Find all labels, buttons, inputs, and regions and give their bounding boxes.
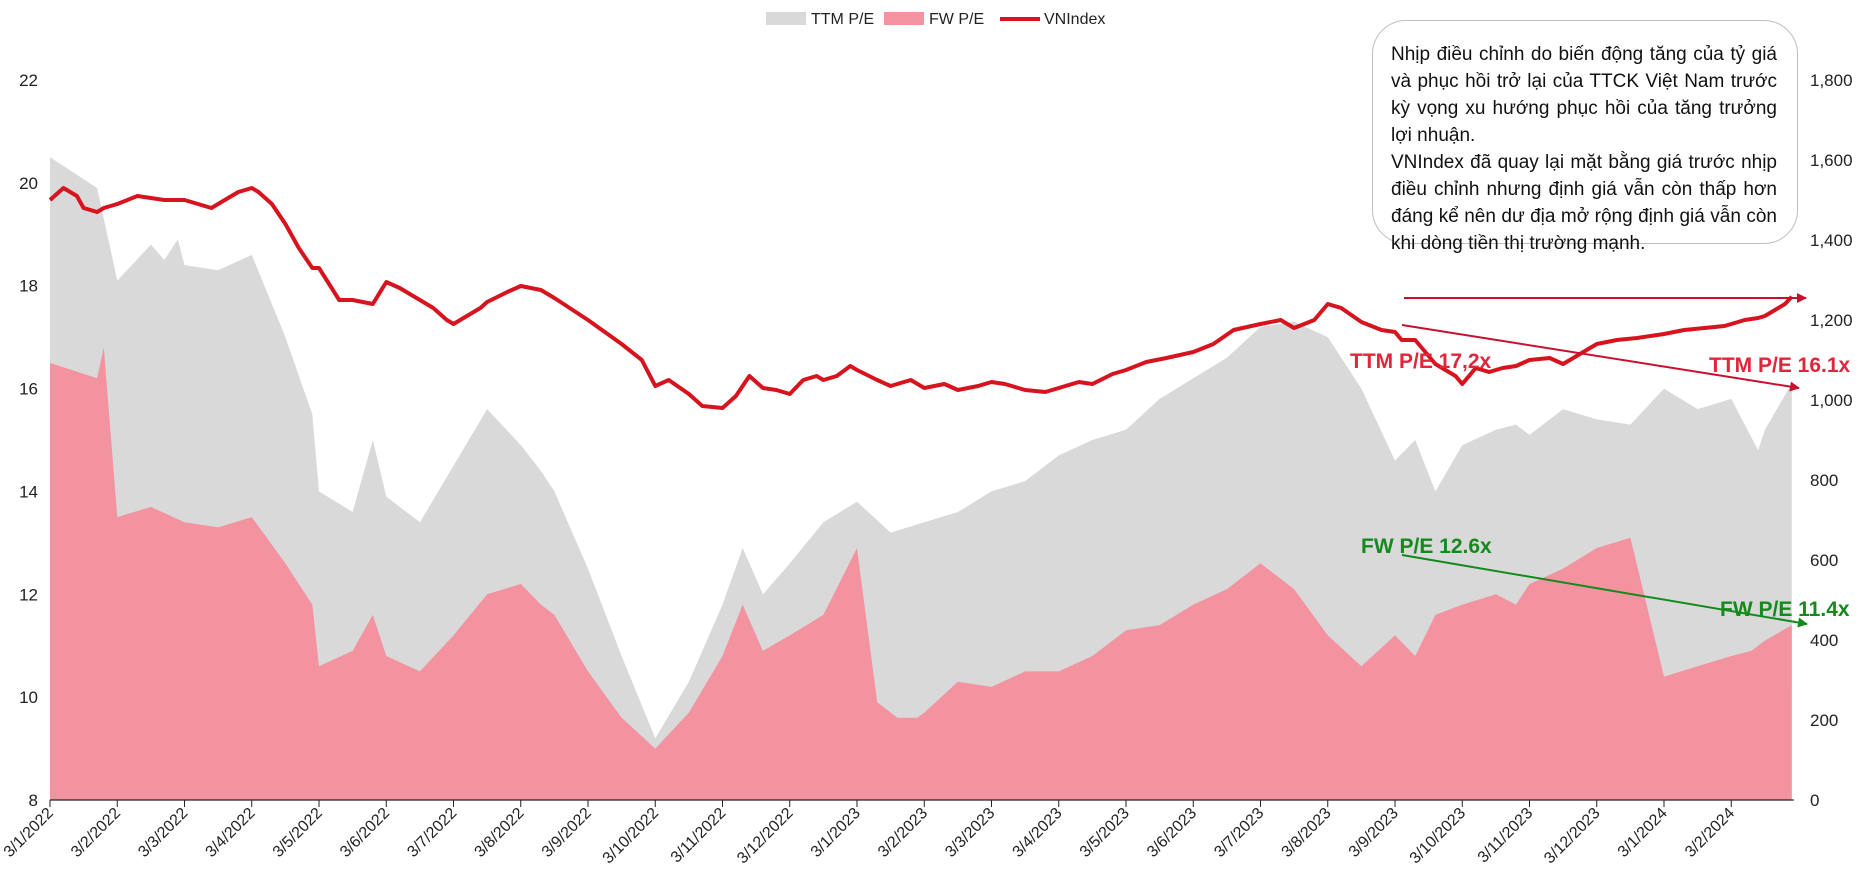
commentary-box: Nhịp điều chỉnh do biến động tăng của tỷ…: [1372, 20, 1798, 254]
anno-fw-start: FW P/E 12.6x: [1361, 535, 1492, 558]
x-tick-label: 3/1/2023: [808, 805, 864, 861]
x-tick-label: 3/7/2023: [1211, 805, 1267, 861]
x-tick-label: 3/1/2024: [1615, 805, 1671, 861]
x-tick-label: 3/10/2023: [1407, 805, 1469, 867]
commentary-paragraph-2: VNIndex đã quay lại mặt bằng giá trước n…: [1391, 152, 1777, 254]
y-right-tick-label: 1,800: [1810, 71, 1853, 90]
y-left-tick-label: 18: [19, 277, 38, 296]
legend-label-fw: FW P/E: [929, 11, 984, 28]
y-right-tick-label: 1,200: [1810, 311, 1853, 330]
y-left-tick-label: 20: [19, 174, 38, 193]
x-tick-label: 3/6/2023: [1144, 805, 1200, 861]
x-tick-label: 3/12/2022: [734, 805, 796, 867]
ttm-trend-arrow: [1401, 324, 1800, 392]
legend-swatch-fw: [884, 12, 924, 25]
legend: TTM P/E FW P/E VNIndex: [766, 11, 1105, 28]
legend-label-ttm: TTM P/E: [811, 11, 874, 28]
x-tick-label: 3/9/2023: [1346, 805, 1402, 861]
x-tick-label: 3/8/2023: [1279, 805, 1335, 861]
x-tick-label: 3/4/2022: [203, 805, 259, 861]
x-tick-label: 3/11/2023: [1475, 805, 1537, 867]
y-left-tick-label: 14: [19, 482, 38, 501]
y-left-tick-label: 16: [19, 380, 38, 399]
area-fw-p-e: [50, 347, 1792, 800]
x-tick-label: 3/12/2023: [1541, 805, 1603, 867]
commentary-paragraph-1: Nhịp điều chỉnh do biến động tăng của tỷ…: [1391, 44, 1777, 146]
x-tick-label: 3/2/2022: [68, 805, 124, 861]
x-tick-label: 3/5/2022: [270, 805, 326, 861]
y-left-tick-label: 22: [19, 71, 38, 90]
y-left-tick-label: 10: [19, 688, 38, 707]
y-right-tick-label: 1,000: [1810, 391, 1853, 410]
plot-areas: [50, 157, 1792, 801]
x-tick-label: 3/1/2022: [1, 805, 57, 861]
y-right-tick-label: 0: [1810, 791, 1819, 810]
x-tick-label: 3/2/2023: [875, 805, 931, 861]
legend-label-vnindex: VNIndex: [1044, 11, 1105, 28]
fw-trend-arrow: [1401, 554, 1808, 628]
y-left-tick-label: 12: [19, 585, 38, 604]
x-tick-label: 3/10/2022: [600, 805, 662, 867]
y-right-tick-label: 1,600: [1810, 151, 1853, 170]
y-right-tick-label: 400: [1810, 631, 1838, 650]
x-tick-label: 3/2/2024: [1682, 805, 1738, 861]
annotations: TTM P/E 17,2x TTM P/E 16.1x FW P/E 12.6x…: [1350, 293, 1851, 628]
x-tick-label: 3/8/2022: [472, 805, 528, 861]
x-tick-label: 3/6/2022: [337, 805, 393, 861]
x-tick-label: 3/5/2023: [1077, 805, 1133, 861]
x-tick-label: 3/9/2022: [539, 805, 595, 861]
y-right-tick-label: 800: [1810, 471, 1838, 490]
y-right-tick-label: 1,400: [1810, 231, 1853, 250]
x-tick-label: 3/3/2023: [942, 805, 998, 861]
legend-swatch-ttm: [766, 12, 806, 25]
x-tick-label: 3/11/2022: [668, 805, 730, 867]
x-tick-label: 3/4/2023: [1010, 805, 1066, 861]
x-tick-label: 3/3/2022: [135, 805, 191, 861]
anno-ttm-end: TTM P/E 16.1x: [1709, 354, 1851, 377]
y-right-tick-label: 200: [1810, 711, 1838, 730]
y-right-tick-label: 600: [1810, 551, 1838, 570]
x-tick-label: 3/7/2022: [404, 805, 460, 861]
line-vnindex: [48, 186, 1794, 410]
anno-ttm-start: TTM P/E 17,2x: [1350, 350, 1492, 373]
anno-fw-end: FW P/E 11.4x: [1720, 598, 1850, 621]
y-left-tick-label: 8: [29, 791, 38, 810]
plot-line: [48, 186, 1794, 410]
